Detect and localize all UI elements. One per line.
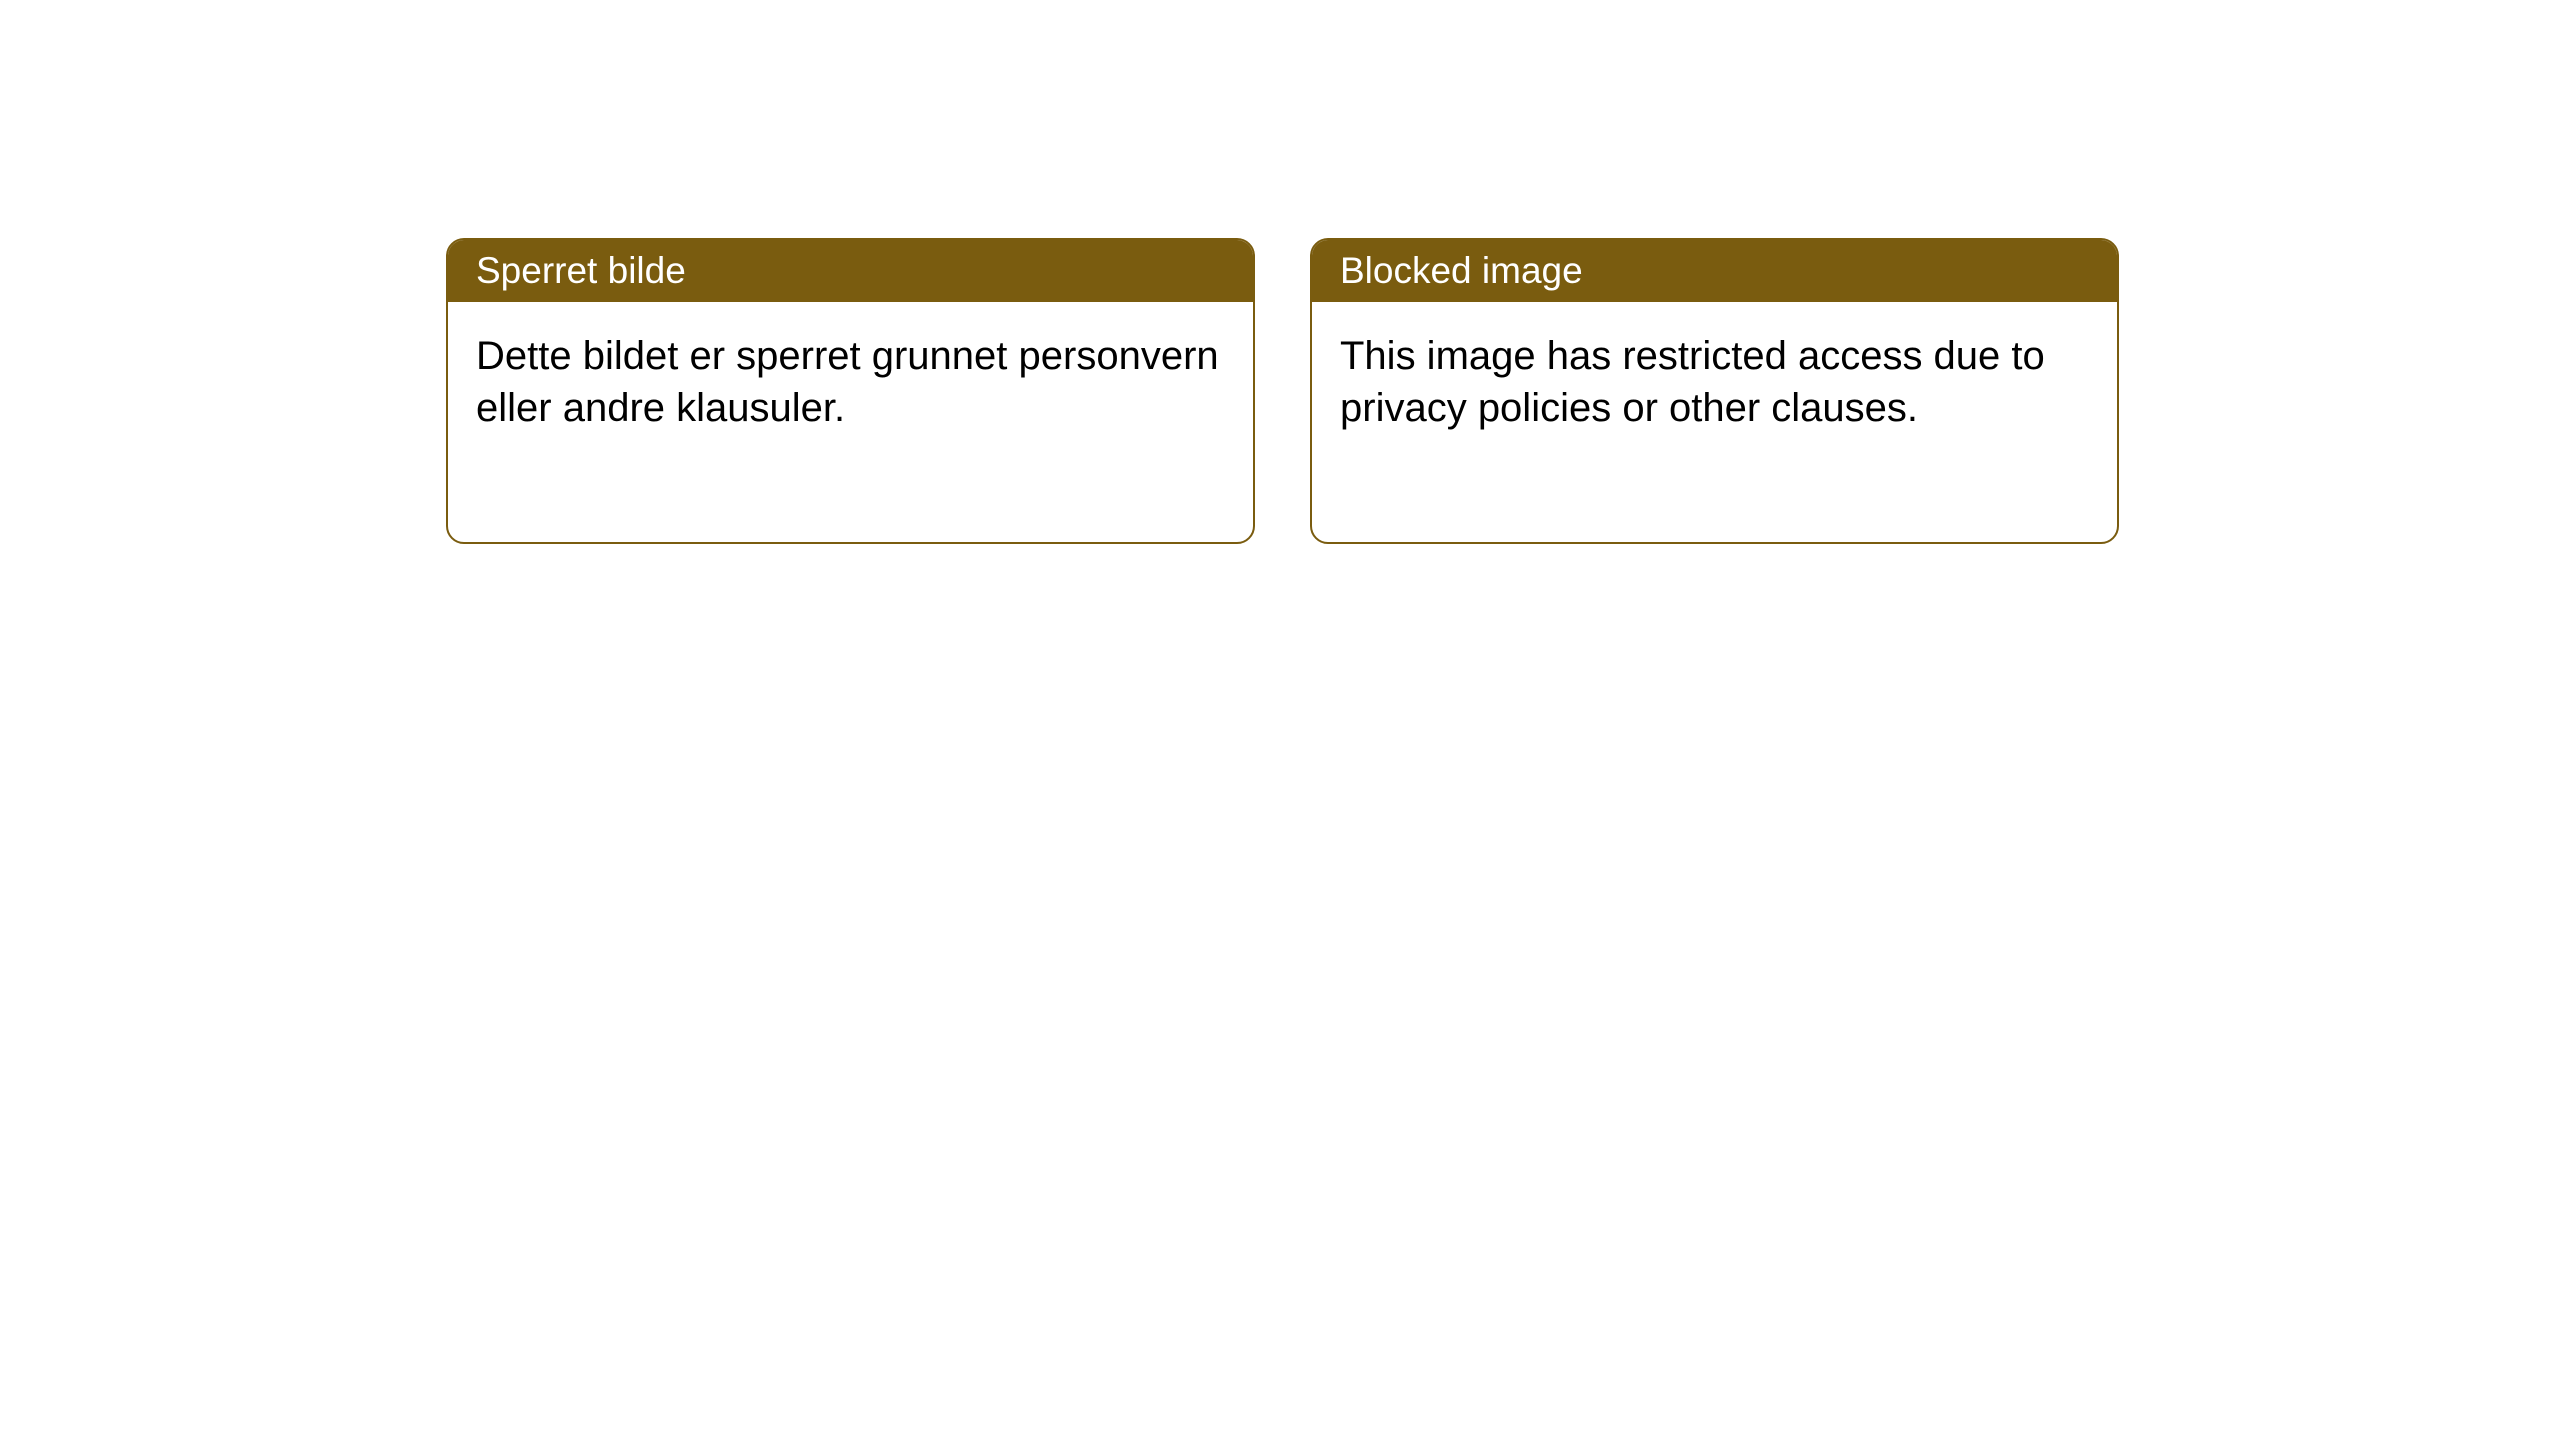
notice-card-norwegian: Sperret bilde Dette bildet er sperret gr… [446, 238, 1255, 544]
notice-body: This image has restricted access due to … [1312, 302, 2117, 542]
notice-title: Sperret bilde [448, 240, 1253, 302]
notice-card-english: Blocked image This image has restricted … [1310, 238, 2119, 544]
notice-title: Blocked image [1312, 240, 2117, 302]
notice-container: Sperret bilde Dette bildet er sperret gr… [0, 0, 2560, 544]
notice-body: Dette bildet er sperret grunnet personve… [448, 302, 1253, 542]
